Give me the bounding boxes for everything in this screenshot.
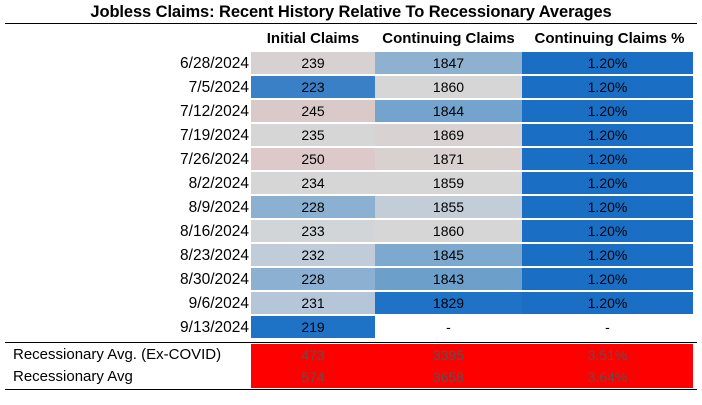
continuing-claims-pct-cell: 1.20% <box>522 148 693 170</box>
continuing-claims-pct-cell: 1.20% <box>522 52 693 74</box>
continuing-claims-cell: 1855 <box>375 196 522 218</box>
continuing-claims-cell: 1844 <box>375 100 522 122</box>
table-row: 8/9/2024 228 1855 1.20% <box>0 196 702 220</box>
recessionary-initial: 473 <box>251 344 375 366</box>
continuing-claims-cell: 1860 <box>375 220 522 242</box>
initial-claims-cell: 232 <box>251 244 375 266</box>
table-title: Jobless Claims: Recent History Relative … <box>90 3 612 21</box>
continuing-claims-cell: 1845 <box>375 244 522 266</box>
initial-claims-cell: 250 <box>251 148 375 170</box>
continuing-claims-pct-cell: 1.20% <box>522 100 693 122</box>
row-date: 8/30/2024 <box>180 271 249 288</box>
table-row: 9/6/2024 231 1829 1.20% <box>0 292 702 316</box>
continuing-claims-pct-cell: 1.20% <box>522 196 693 218</box>
table-row: 7/12/2024 245 1844 1.20% <box>0 100 702 124</box>
row-date: 8/16/2024 <box>180 223 249 240</box>
table-row: 8/23/2024 232 1845 1.20% <box>0 244 702 268</box>
continuing-claims-cell: 1847 <box>375 52 522 74</box>
initial-claims-cell: 245 <box>251 100 375 122</box>
initial-claims-cell: 233 <box>251 220 375 242</box>
table-row: 9/13/2024 219- - <box>0 316 702 340</box>
row-date: 7/5/2024 <box>188 79 249 96</box>
continuing-claims-pct-cell: 1.20% <box>522 124 693 146</box>
table-row: 7/5/2024 223 1860 1.20% <box>0 76 702 100</box>
table-row: 7/19/2024 235 1869 1.20% <box>0 124 702 148</box>
continuing-claims-pct-cell: 1.20% <box>522 220 693 242</box>
continuing-claims-cell: 1843 <box>375 268 522 290</box>
bottom-rule <box>5 389 697 390</box>
header-continuing-claims: Continuing Claims <box>382 30 515 47</box>
table-row: 8/2/2024 234 1859 1.20% <box>0 172 702 196</box>
initial-claims-cell: 223 <box>251 76 375 98</box>
continuing-claims-pct-cell: 1.20% <box>522 172 693 194</box>
row-date: 9/13/2024 <box>180 319 249 336</box>
recessionary-pct: 3.51% <box>522 344 693 366</box>
recessionary-label: Recessionary Avg <box>13 368 133 385</box>
continuing-claims-pct-cell: 1.20% <box>522 292 693 314</box>
table-row: 8/30/2024 228 1843 1.20% <box>0 268 702 292</box>
continuing-claims-cell: 1869 <box>375 124 522 146</box>
recessionary-label: Recessionary Avg. (Ex-COVID) <box>13 346 222 363</box>
row-date: 7/12/2024 <box>180 103 249 120</box>
row-date: 8/2/2024 <box>188 175 249 192</box>
header-continuing-claims-pct: Continuing Claims % <box>534 30 685 47</box>
row-date: 9/6/2024 <box>188 295 249 312</box>
continuing-claims-pct-cell: 1.20% <box>522 268 693 290</box>
recessionary-continuing: 3395 <box>375 344 522 366</box>
continuing-claims-cell: 1871 <box>375 148 522 170</box>
initial-claims-cell: 228 <box>251 196 375 218</box>
initial-claims-cell: 219 <box>251 316 375 338</box>
continuing-claims-cell: 1829 <box>375 292 522 314</box>
row-date: 7/19/2024 <box>180 127 249 144</box>
recessionary-row-all: Recessionary Avg 574 3658 3.64% <box>0 366 702 388</box>
initial-claims-cell: 231 <box>251 292 375 314</box>
row-date: 8/23/2024 <box>180 247 249 264</box>
row-date: 7/26/2024 <box>180 151 249 168</box>
recessionary-row-ex-covid: Recessionary Avg. (Ex-COVID) 473 3395 3.… <box>0 344 702 366</box>
initial-claims-cell: 239 <box>251 52 375 74</box>
continuing-claims-cell: - <box>375 316 522 338</box>
table-row: 7/26/2024 250 1871 1.20% <box>0 148 702 172</box>
continuing-claims-pct-cell: - <box>522 316 693 338</box>
initial-claims-cell: 228 <box>251 268 375 290</box>
continuing-claims-pct-cell: 1.20% <box>522 244 693 266</box>
recessionary-initial: 574 <box>251 366 375 388</box>
continuing-claims-cell: 1859 <box>375 172 522 194</box>
initial-claims-cell: 234 <box>251 172 375 194</box>
recessionary-pct: 3.64% <box>522 366 693 388</box>
top-rule <box>5 23 697 24</box>
middle-rule <box>5 342 697 343</box>
recessionary-continuing: 3658 <box>375 366 522 388</box>
header-initial-claims: Initial Claims <box>266 30 360 47</box>
table-row: 6/28/2024 239 1847 1.20% <box>0 52 702 76</box>
table-row: 8/16/2024 233 1860 1.20% <box>0 220 702 244</box>
initial-claims-cell: 235 <box>251 124 375 146</box>
row-date: 6/28/2024 <box>180 55 249 72</box>
continuing-claims-cell: 1860 <box>375 76 522 98</box>
row-date: 8/9/2024 <box>188 199 249 216</box>
continuing-claims-pct-cell: 1.20% <box>522 76 693 98</box>
